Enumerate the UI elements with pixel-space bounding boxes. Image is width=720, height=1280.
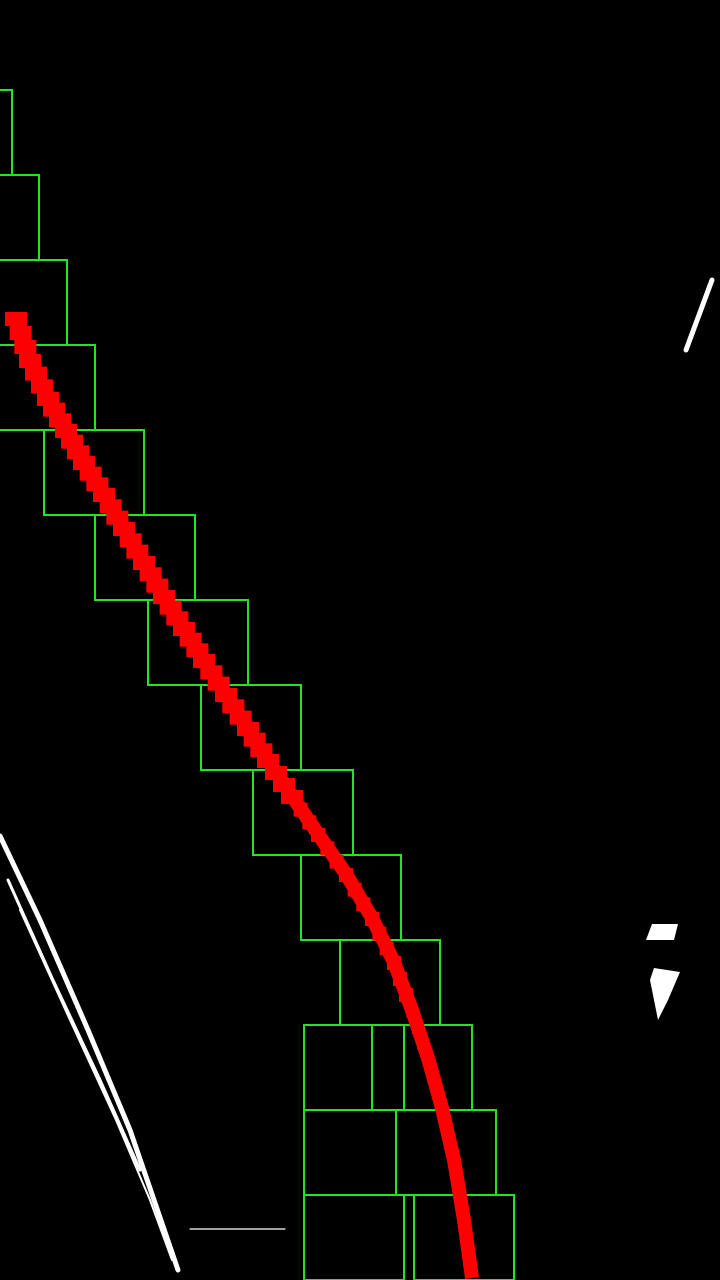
fitted-lane-segment [229,710,252,725]
lane-pixel-mark [650,968,680,1020]
fitted-lane-segment [417,1036,429,1050]
fitted-lane-segment [427,1068,439,1083]
search-window [303,1194,405,1280]
fitted-lane-segment [79,466,102,481]
fitted-lane-segment [365,912,379,926]
lane-pixel-streak [0,833,181,1273]
fitted-lane-segment [440,1119,452,1134]
fitted-lane-segment [5,312,27,326]
fitted-lane-segment [126,544,149,559]
fitted-lane-segment [200,665,223,680]
fitted-lane-segment [153,590,175,604]
fitted-lane-segment [463,1252,475,1267]
fitted-lane-segment [406,1004,418,1018]
fitted-lane-segment [9,326,32,340]
fitted-lane-segment [173,622,195,636]
fitted-lane-segment [159,600,182,615]
fitted-lane-segment [302,815,317,830]
fitted-lane-segment [67,445,89,460]
fitted-lane-segment [25,366,47,381]
fitted-lane-segment [19,354,41,368]
fitted-lane-segment [146,578,169,593]
fitted-lane-segment [237,722,259,736]
fitted-lane-segment [31,379,53,394]
fitted-lane-segment [458,1214,470,1228]
lane-pixel-streak [683,277,715,353]
fitted-lane-segment [431,1085,443,1100]
fitted-lane-segment [379,941,394,956]
fitted-lane-segment [113,522,135,536]
fitted-lane-segment [320,841,335,856]
fitted-lane-segment [339,868,353,882]
fitted-lane-segment [166,611,189,626]
fitted-lane-segment [387,956,401,970]
fitted-lane-segment [356,897,371,912]
fitted-lane-segment [61,434,83,449]
fitted-lane-segment [347,882,362,897]
search-window [200,684,302,771]
fitted-lane-segment [37,392,59,406]
search-window [0,89,13,176]
lane-pixel-streak [19,909,173,1261]
fitted-lane-segment [133,556,155,570]
fitted-lane-segment [311,828,325,842]
fitted-lane-segment [444,1136,456,1151]
search-window [147,599,249,686]
fitted-lane-segment [99,499,122,514]
fitted-lane-segment [393,972,407,986]
search-windows-group [0,89,515,1280]
fitted-lane-segment [215,688,237,702]
fitted-lane-segment [411,1020,423,1034]
fitted-lane-segment [372,926,387,941]
fitted-lane-segment [139,567,162,582]
fitted-lane-segment [399,988,413,1002]
fitted-lane-segment [448,1154,460,1168]
fitted-lane-segment [179,632,202,647]
fitted-lane-segment [422,1052,434,1066]
fitted-lane-segment [250,743,273,758]
fitted-lane-segment [43,402,65,417]
fitted-lane-segment [436,1102,448,1116]
search-window [94,514,196,601]
lane-fit-group [5,312,479,1279]
fitted-lane-segment [73,456,95,470]
lane-pixels-group [0,277,715,1273]
fitted-lane-segment [86,477,109,492]
fitted-lane-segment [49,413,71,428]
fitted-lane-segment [281,790,303,804]
fitted-lane-segment [222,699,245,714]
fitted-lane-segment [293,802,308,817]
fitted-lane-segment [207,676,230,691]
fitted-lane-segment [451,1174,463,1188]
fitted-lane-segment [55,424,77,438]
fitted-lane-segment [93,488,115,502]
fitted-lane-segment [243,732,266,747]
fitted-lane-segment [273,778,295,792]
search-window [0,174,40,261]
fitted-lane-segment [14,340,37,354]
lane-pixel-mark [646,924,678,940]
fitted-lane-segment [257,754,279,768]
fitted-lane-segment [461,1233,473,1248]
fitted-lane-segment [455,1194,467,1208]
fitted-lane-segment [265,766,287,780]
fitted-lane-segment [186,643,209,658]
lane-pixel-streak [6,878,142,1172]
fitted-lane-segment [119,533,142,548]
fitted-lane-segment [106,510,129,525]
fitted-lane-segment [193,654,215,668]
fitted-lane-segment [329,854,344,869]
